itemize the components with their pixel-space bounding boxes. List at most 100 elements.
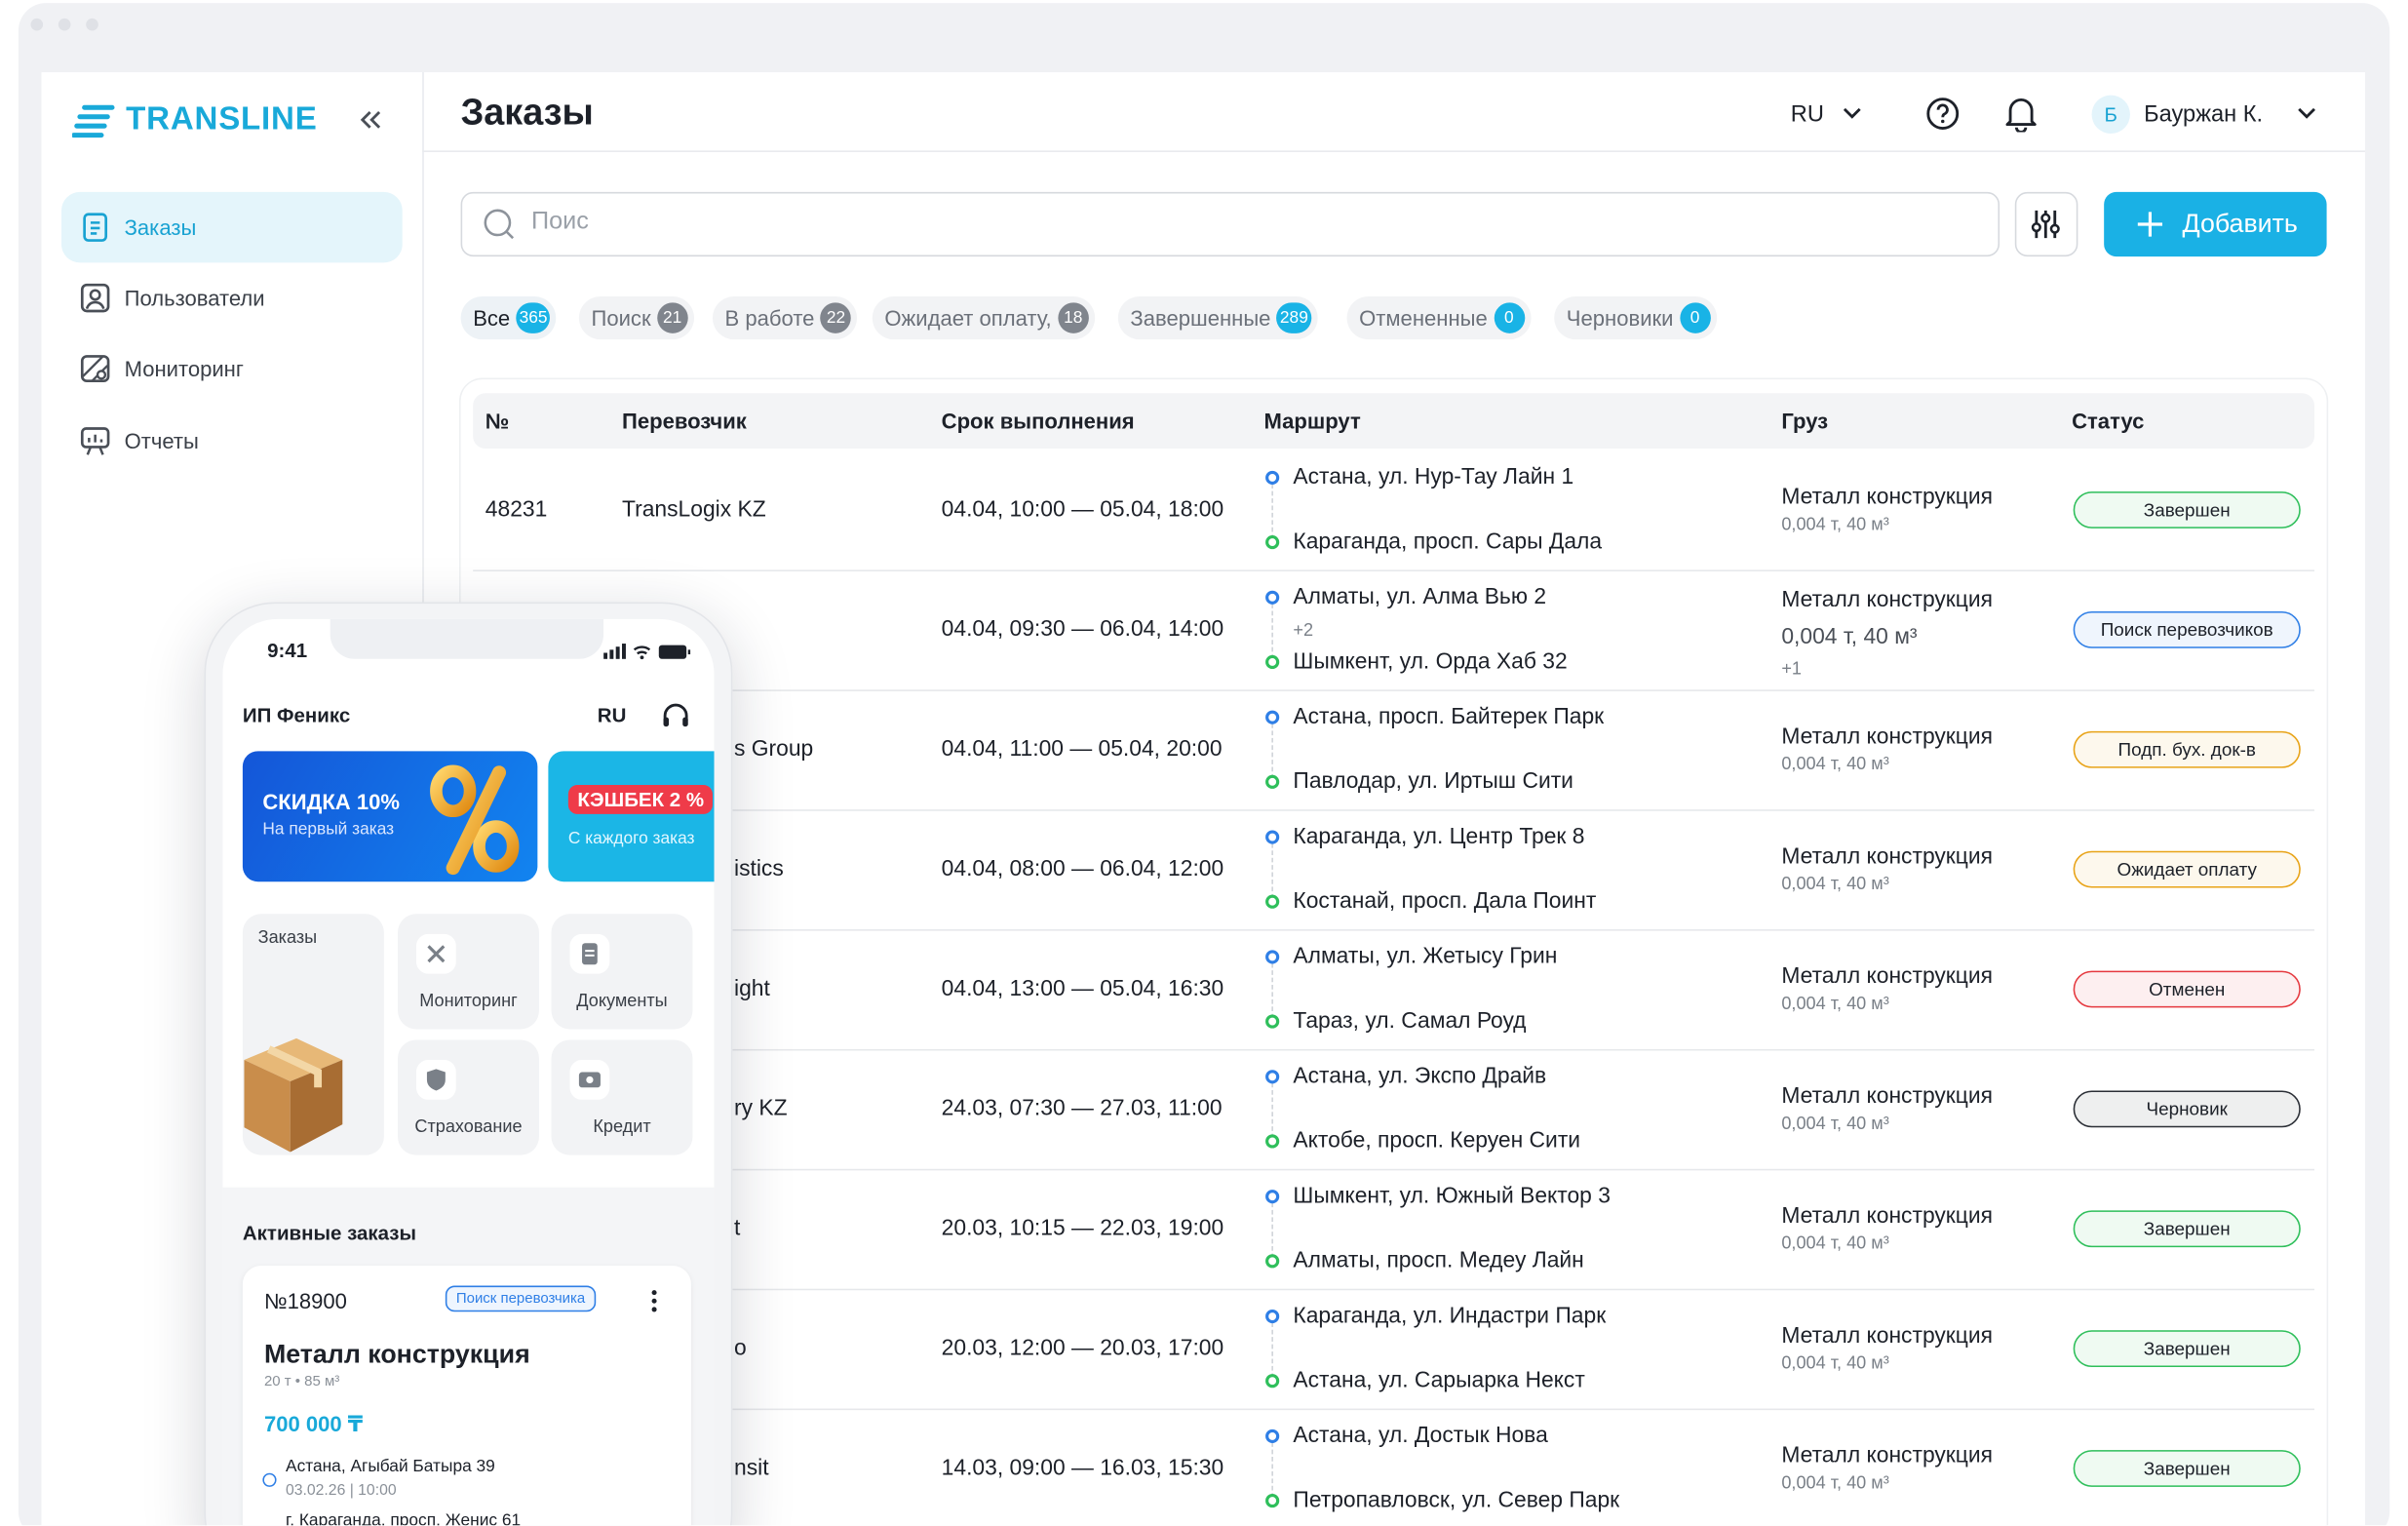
- column-header: Груз: [1781, 409, 1829, 434]
- help-button[interactable]: [1925, 97, 1960, 131]
- filter-tab[interactable]: Поиск 21: [578, 296, 694, 340]
- carrier: s Group: [733, 737, 814, 763]
- column-header: Перевозчик: [621, 409, 747, 434]
- filter-button[interactable]: [2014, 191, 2078, 257]
- order-from: Астана, Агыбай Батыра 39: [286, 1457, 495, 1476]
- carrier: ry KZ: [733, 1096, 788, 1121]
- tile-icon: [415, 933, 456, 974]
- tile-label[interactable]: Мониторинг: [419, 992, 518, 1011]
- tab-count[interactable]: 0: [1494, 302, 1525, 333]
- route-to-dot: [1265, 1374, 1280, 1389]
- route-dot: [262, 1472, 277, 1487]
- period: 04.04, 08:00 — 06.04, 12:00: [941, 857, 1224, 882]
- phone-support-icon[interactable]: [660, 702, 691, 729]
- order-menu[interactable]: [649, 1289, 658, 1313]
- tile[interactable]: [551, 1039, 693, 1155]
- order-to: г. Караганда, просп. Женис 61: [286, 1511, 522, 1526]
- header-divider: [422, 150, 2365, 152]
- route-from-dot: [1265, 1428, 1280, 1443]
- cargo: Металл конструкция: [1781, 588, 1994, 613]
- nav-icon: [80, 283, 110, 313]
- route-from-dot: [1265, 950, 1280, 964]
- status-badge: Завершен: [2073, 1330, 2301, 1368]
- route-line: [1271, 604, 1273, 659]
- search-input[interactable]: [460, 191, 2000, 257]
- tab-count[interactable]: 18: [1057, 302, 1089, 333]
- tile-label[interactable]: Страхование: [414, 1117, 523, 1137]
- user-name[interactable]: Бауржан К.: [2144, 100, 2264, 128]
- route-line: [1271, 1082, 1273, 1139]
- phone-language[interactable]: RU: [597, 703, 627, 727]
- route-from-dot: [1265, 830, 1280, 844]
- nav-item[interactable]: Мониторинг: [124, 356, 244, 381]
- nav-item[interactable]: Отчеты: [124, 428, 199, 453]
- period: 04.04, 13:00 — 05.04, 16:30: [941, 976, 1224, 1002]
- order-cargo: Металл конструкция: [263, 1339, 530, 1369]
- tile[interactable]: [398, 914, 539, 1030]
- box-illustration: [244, 1037, 343, 1153]
- nav-item[interactable]: Пользователи: [124, 286, 265, 311]
- tab-count[interactable]: 22: [820, 302, 852, 333]
- filter-tab[interactable]: Все 365: [460, 296, 558, 340]
- period: 20.03, 10:15 — 22.03, 19:00: [941, 1216, 1224, 1241]
- filter-tab[interactable]: Отмененные 0: [1346, 296, 1531, 340]
- page-title: Заказы: [460, 92, 594, 135]
- notifications-button[interactable]: [2004, 96, 2039, 133]
- tab-label[interactable]: Все: [473, 305, 511, 331]
- filter-tab[interactable]: Ожидает оплату, 18: [872, 296, 1095, 340]
- period: 04.04, 09:30 — 06.04, 14:00: [941, 617, 1224, 643]
- column-header: Маршрут: [1263, 409, 1361, 434]
- language-select[interactable]: RU: [1790, 100, 1824, 128]
- tab-label[interactable]: Отмененные: [1359, 305, 1488, 331]
- add-button-label[interactable]: Добавить: [2182, 209, 2298, 239]
- filter-tab[interactable]: Завершенные 289: [1117, 296, 1318, 340]
- carrier: t: [733, 1216, 741, 1241]
- tab-count[interactable]: 21: [656, 302, 688, 333]
- row-divider: [473, 1288, 2314, 1291]
- status-badge: Ожидает оплату: [2073, 850, 2301, 888]
- cargo-details: 0,004 т, 40 м³: [1781, 756, 1889, 774]
- cargo: Металл конструкция: [1781, 1323, 1994, 1350]
- tab-label[interactable]: Поиск: [591, 305, 651, 331]
- tile-label[interactable]: Документы: [576, 992, 668, 1011]
- tab-label[interactable]: В работе: [724, 305, 815, 331]
- collapse-button[interactable]: [358, 107, 382, 132]
- column-header: Статус: [2072, 409, 2145, 434]
- order-number: 48231: [485, 497, 548, 523]
- phone-notch: [330, 618, 604, 659]
- nav-icon: [83, 213, 108, 242]
- tab-label[interactable]: Завершенные: [1130, 305, 1271, 331]
- route-from: Астана, ул. Достык Нова: [1293, 1424, 1548, 1449]
- promo-illustration: [430, 764, 520, 876]
- tab-count[interactable]: 365: [516, 302, 551, 333]
- tab-label[interactable]: Черновики: [1566, 305, 1674, 331]
- avatar[interactable]: Б: [2091, 95, 2130, 135]
- plus-icon: [2137, 212, 2163, 237]
- period: 20.03, 12:00 — 20.03, 17:00: [941, 1336, 1224, 1361]
- promo-subtitle: На первый заказ: [262, 820, 395, 840]
- route-to-dot: [1265, 534, 1280, 550]
- filter-tab[interactable]: Черновики 0: [1554, 296, 1717, 340]
- cargo-details: 0,004 т, 40 м³: [1781, 1474, 1889, 1494]
- extra-stops: +2: [1293, 621, 1314, 641]
- tile-label[interactable]: Заказы: [257, 929, 318, 948]
- tile[interactable]: [551, 914, 693, 1030]
- cargo: Металл конструкция: [1781, 724, 1994, 750]
- nav-item[interactable]: Заказы: [124, 215, 197, 240]
- tab-label[interactable]: Ожидает оплату,: [884, 305, 1052, 331]
- nav-icon: [80, 427, 110, 455]
- nav-active-bg: [61, 191, 403, 263]
- tile[interactable]: [398, 1039, 539, 1155]
- tab-count[interactable]: 0: [1679, 302, 1711, 333]
- search-icon: [484, 209, 515, 240]
- route-from-dot: [1265, 710, 1280, 724]
- tile-label[interactable]: Кредит: [593, 1117, 651, 1137]
- route-to: Костанай, просп. Дала Поинт: [1293, 889, 1597, 915]
- filter-tab[interactable]: В работе 22: [712, 296, 858, 340]
- route-to: Актобе, просп. Керуен Сити: [1293, 1128, 1581, 1154]
- promo-card[interactable]: [548, 751, 715, 882]
- carrier: ight: [733, 976, 770, 1002]
- tab-count[interactable]: 289: [1276, 302, 1311, 333]
- period: 04.04, 11:00 — 05.04, 20:00: [941, 737, 1223, 763]
